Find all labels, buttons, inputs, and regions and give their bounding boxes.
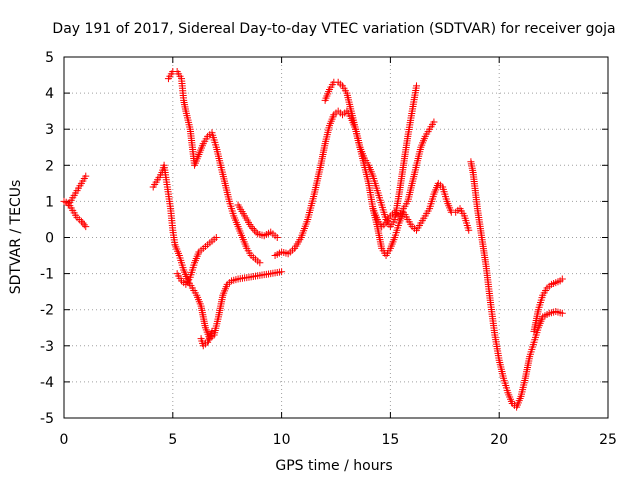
y-tick-label: 4 xyxy=(45,86,54,102)
data-point xyxy=(77,217,85,225)
data-point xyxy=(256,259,264,267)
y-axis-label: SDTVAR / TECUs xyxy=(8,180,24,295)
data-point xyxy=(465,226,473,234)
data-point xyxy=(273,234,281,241)
x-tick-label: 20 xyxy=(490,432,508,448)
chart-title: Day 191 of 2017, Sidereal Day-to-day VTE… xyxy=(52,21,615,37)
data-point xyxy=(250,226,258,234)
data-point xyxy=(430,118,438,126)
x-tick-label: 0 xyxy=(60,432,69,448)
x-axis-ticks: 0 5 10 15 20 25 xyxy=(60,57,617,448)
data-point xyxy=(208,327,216,335)
data-point xyxy=(249,224,257,232)
y-tick-label: 2 xyxy=(45,158,54,174)
y-axis-ticks: -5 -4 -3 -2 -1 0 1 2 3 4 5 xyxy=(40,50,608,427)
data-point xyxy=(278,268,286,276)
data-point xyxy=(79,219,87,227)
data-point xyxy=(212,234,220,241)
y-tick-label: -2 xyxy=(40,303,54,319)
x-tick-label: 25 xyxy=(599,432,617,448)
data-point xyxy=(252,228,260,236)
data-points xyxy=(60,67,566,411)
y-tick-label: 3 xyxy=(45,122,54,138)
data-point xyxy=(413,82,421,90)
x-tick-label: 5 xyxy=(168,432,177,448)
x-tick-label: 10 xyxy=(273,432,291,448)
y-tick-label: -4 xyxy=(40,375,54,391)
y-tick-label: 1 xyxy=(45,194,54,210)
y-tick-label: -1 xyxy=(40,267,54,283)
y-tick-label: -3 xyxy=(40,339,54,355)
chart-grid xyxy=(64,57,608,418)
data-point xyxy=(80,221,88,229)
y-tick-label: 0 xyxy=(45,231,54,247)
x-tick-label: 15 xyxy=(381,432,399,448)
data-point xyxy=(82,172,90,180)
x-axis-label: GPS time / hours xyxy=(275,458,392,474)
data-point xyxy=(247,223,255,231)
y-tick-label: -5 xyxy=(40,411,54,427)
data-point xyxy=(558,309,566,317)
data-point xyxy=(558,275,566,283)
y-tick-label: 5 xyxy=(45,50,54,66)
data-point xyxy=(82,223,90,231)
